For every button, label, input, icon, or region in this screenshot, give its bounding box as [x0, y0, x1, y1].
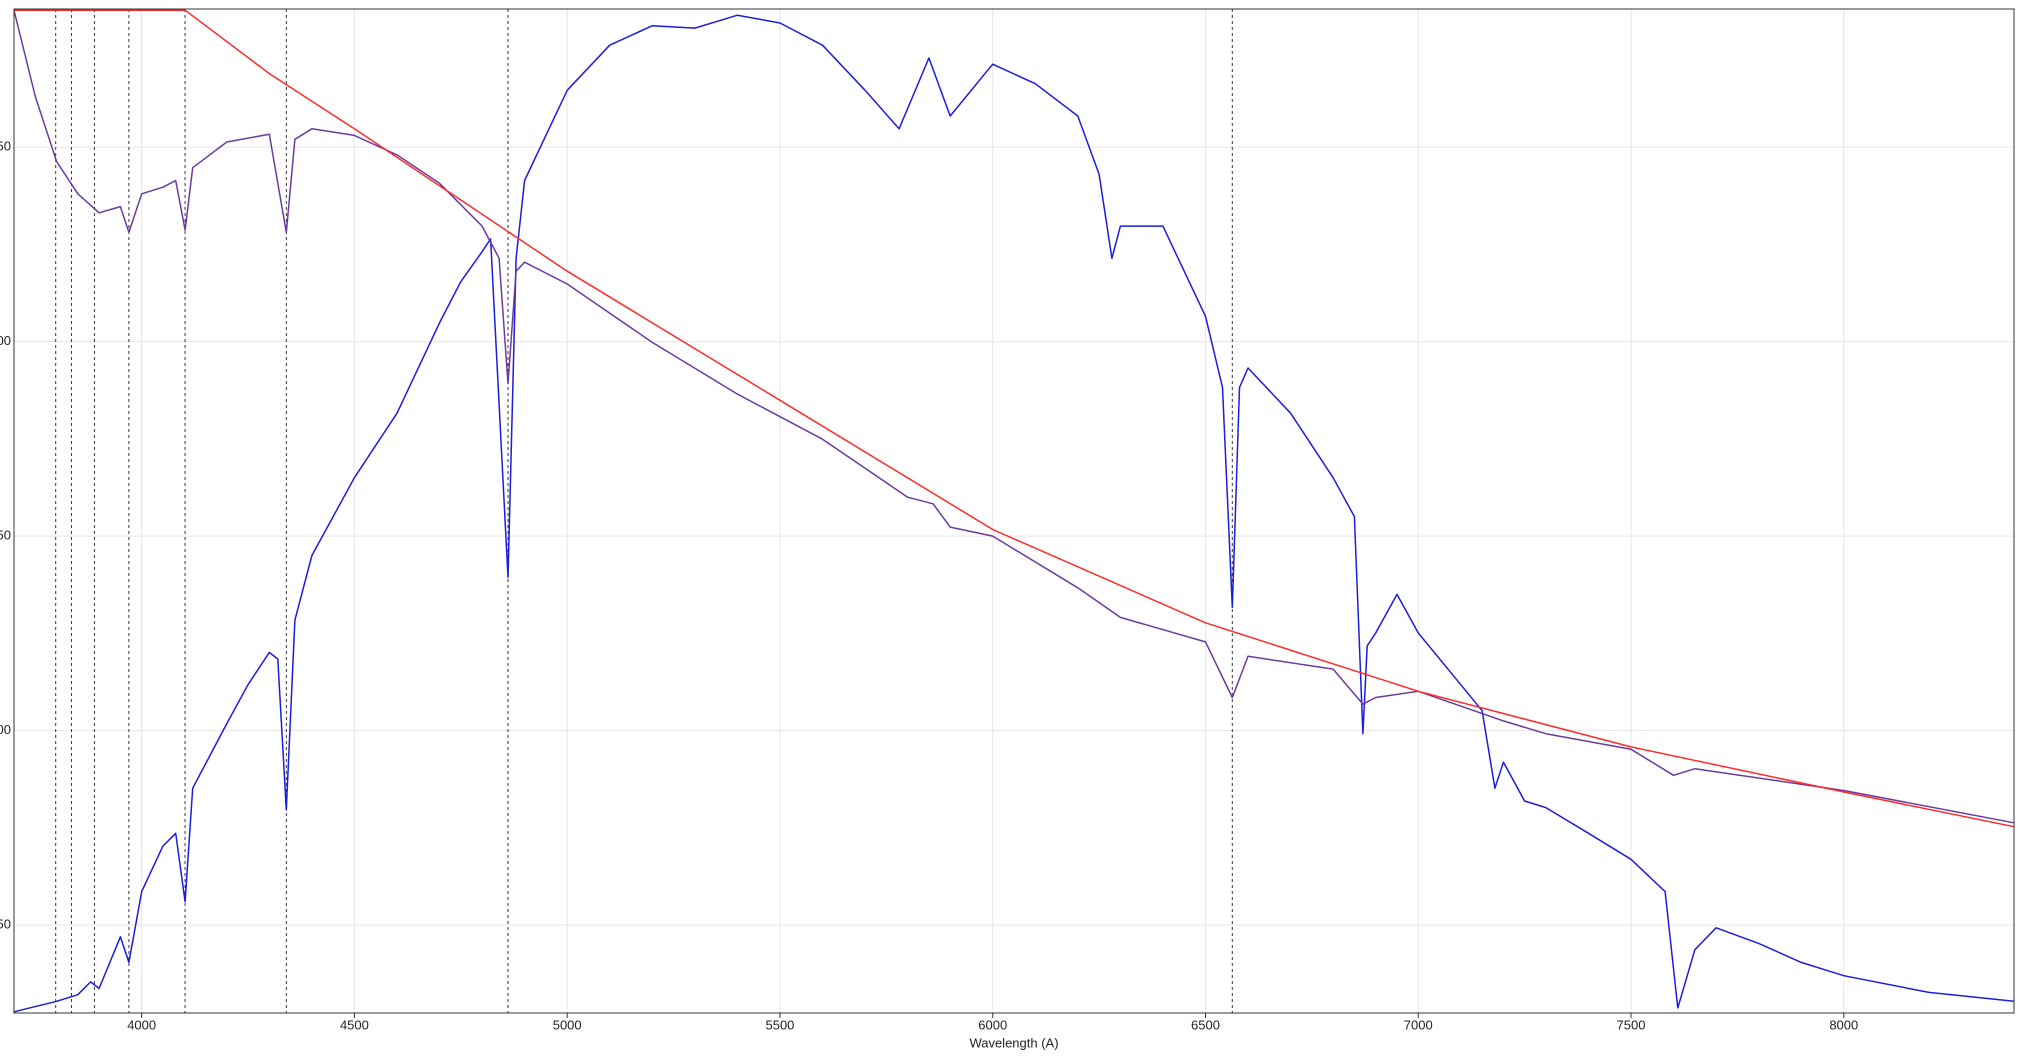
x-tick-label: 7000 [1404, 1017, 1433, 1032]
x-tick-label: 5500 [765, 1017, 794, 1032]
x-axis-label: Wavelength (A) [969, 1035, 1058, 1050]
spectrum-line [14, 9, 2015, 828]
x-tick-label: 8000 [1829, 1017, 1858, 1032]
y-tick-label: 50 [0, 917, 11, 932]
plot-frame [13, 8, 2015, 1014]
x-tick-label: 7500 [1617, 1017, 1646, 1032]
x-tick-label: 6000 [978, 1017, 1007, 1032]
x-tick-label: 4000 [127, 1017, 156, 1032]
x-tick-label: 5000 [553, 1017, 582, 1032]
y-tick-label: 50 [0, 139, 11, 154]
y-tick-label: 50 [0, 528, 11, 543]
spectrum-line [13, 10, 2015, 824]
y-tick-label: 00 [0, 333, 11, 348]
x-tick-label: 6500 [1191, 1017, 1220, 1032]
y-tick-label: 00 [0, 722, 11, 737]
spectrum-line [13, 14, 2015, 1013]
x-tick-label: 4500 [340, 1017, 369, 1032]
